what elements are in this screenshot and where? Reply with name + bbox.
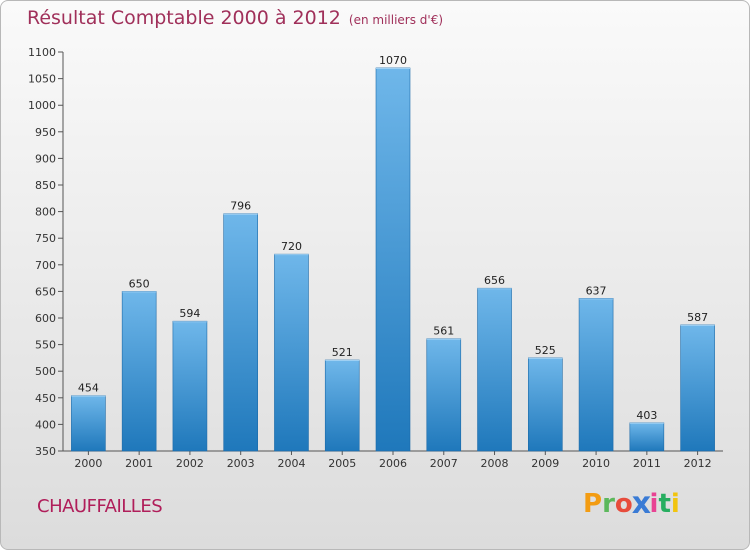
y-tick-label: 650: [35, 285, 56, 298]
y-tick-label: 1100: [28, 46, 56, 59]
chart-bars: 454 650 594 796 720 521 1070 561 656 525 637 403 587: [71, 54, 715, 452]
bar-2005: [324, 359, 360, 452]
bar-2001: [121, 291, 157, 452]
bar-value-label: 720: [281, 240, 302, 253]
x-tick-label: 2001: [125, 457, 153, 470]
logo-letter: P: [583, 489, 603, 519]
bar-value-label: 796: [230, 200, 251, 213]
chart-subtitle: (en milliers d'€): [348, 13, 444, 27]
bar-value-label: 454: [78, 382, 99, 395]
bar-2007: [426, 338, 462, 452]
x-tick-label: 2004: [277, 457, 305, 470]
x-tick-label: 2011: [633, 457, 661, 470]
bar-value-label: 561: [433, 325, 454, 338]
x-tick-label: 2009: [531, 457, 559, 470]
y-tick-label: 950: [35, 126, 56, 139]
y-tick-label: 400: [35, 418, 56, 431]
bar-2002: [172, 320, 208, 452]
bar-value-label: 521: [332, 346, 353, 359]
bar-2004: [274, 253, 309, 452]
y-tick-label: 900: [35, 152, 56, 165]
y-tick-label: 500: [35, 365, 56, 378]
y-tick-label: 750: [35, 232, 56, 245]
chart-title-text: Résultat Comptable 2000 à 2012: [27, 7, 341, 29]
bar-value-label: 1070: [379, 54, 407, 67]
bar-value-label: 587: [687, 311, 708, 324]
bar-value-label: 525: [535, 344, 556, 357]
proxiti-logo[interactable]: Proxiti: [583, 486, 680, 522]
y-tick-label: 350: [35, 445, 56, 458]
logo-letter: t: [658, 489, 671, 519]
logo-letter: x: [631, 486, 651, 522]
x-tick-label: 2008: [481, 457, 509, 470]
y-tick-label: 550: [35, 339, 56, 352]
y-tick-label: 450: [35, 392, 56, 405]
logo-letter: i: [670, 489, 680, 519]
x-tick-label: 2006: [379, 457, 407, 470]
chart-title: Résultat Comptable 2000 à 2012 (en millie…: [27, 7, 443, 29]
bar-value-label: 403: [636, 409, 657, 422]
x-tick-label: 2000: [74, 457, 102, 470]
logo-letter: i: [649, 489, 659, 519]
x-tick-label: 2005: [328, 457, 356, 470]
y-tick-label: 700: [35, 259, 56, 272]
bar-value-label: 650: [129, 277, 150, 290]
bar-value-label: 637: [586, 284, 607, 297]
x-tick-label: 2010: [582, 457, 610, 470]
bar-2008: [477, 287, 512, 452]
bar-value-label: 594: [179, 307, 200, 320]
bar-2010: [578, 298, 614, 452]
x-tick-label: 2003: [227, 457, 255, 470]
bar-2012: [680, 324, 715, 452]
x-tick-label: 2002: [176, 457, 204, 470]
y-tick-label: 1050: [28, 73, 56, 86]
x-tick-label: 2007: [430, 457, 458, 470]
bar-2006: [375, 67, 411, 452]
bar-2011: [629, 422, 665, 452]
bar-value-label: 656: [484, 274, 505, 287]
y-tick-label: 850: [35, 179, 56, 192]
logo-letter: o: [614, 489, 633, 519]
y-tick-label: 600: [35, 312, 56, 325]
bar-2003: [223, 213, 258, 452]
x-tick-label: 2012: [684, 457, 712, 470]
city-name: CHAUFFAILLES: [37, 496, 163, 517]
bar-2009: [528, 357, 563, 452]
y-tick-label: 800: [35, 206, 56, 219]
y-tick-label: 1000: [28, 99, 56, 112]
logo-letter: r: [602, 489, 615, 519]
bar-2000: [71, 395, 106, 452]
